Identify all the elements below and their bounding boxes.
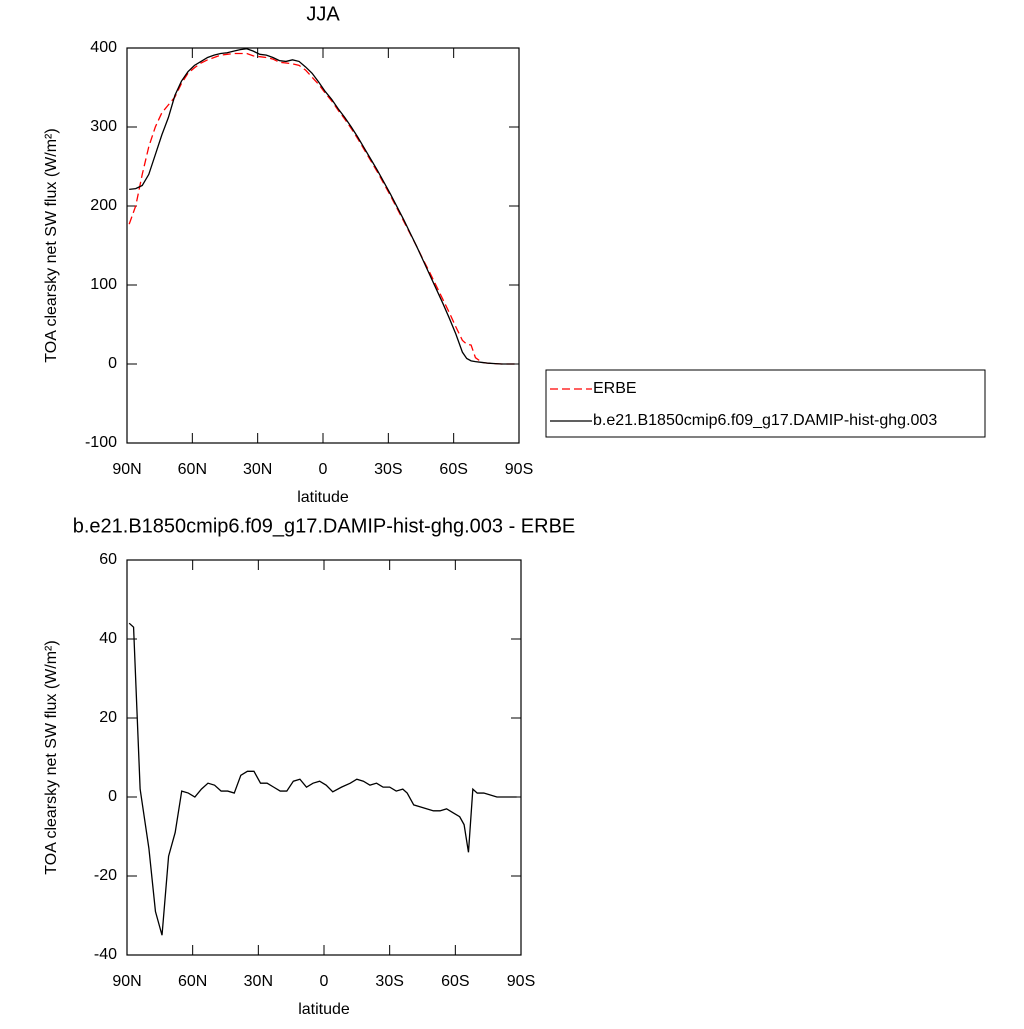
y-tick-label: 400 <box>90 39 117 56</box>
x-tick-label: 60N <box>178 973 207 990</box>
data-line <box>128 622 517 936</box>
legend-box <box>545 369 986 438</box>
y-tick-label: 0 <box>108 355 117 372</box>
y-axis-label: TOA clearsky net SW flux (W/m²) <box>43 640 60 874</box>
x-tick-label: 0 <box>320 973 329 990</box>
x-tick-label: 60S <box>441 973 469 990</box>
x-tick-label: 90N <box>112 973 141 990</box>
y-tick-label: -40 <box>94 946 117 963</box>
plot-frame <box>126 47 520 444</box>
y-tick-label: 100 <box>90 276 117 293</box>
x-tick-label: 60N <box>178 461 207 478</box>
x-tick-label: 30S <box>374 461 402 478</box>
x-tick-label: 90N <box>112 461 141 478</box>
x-tick-label: 90S <box>505 461 533 478</box>
y-tick-label: -20 <box>94 867 117 884</box>
y-tick-label: 300 <box>90 118 117 135</box>
chart-title: b.e21.B1850cmip6.f09_g17.DAMIP-hist-ghg.… <box>73 515 576 537</box>
y-axis-label: TOA clearsky net SW flux (W/m²) <box>43 128 60 362</box>
x-tick-label: 30N <box>244 973 273 990</box>
y-tick-label: 200 <box>90 197 117 214</box>
plot-frame <box>126 559 522 956</box>
data-line <box>129 48 515 365</box>
legend-label: ERBE <box>593 380 637 397</box>
x-tick-label: 90S <box>507 973 535 990</box>
x-tick-label: 0 <box>319 461 328 478</box>
y-tick-label: 0 <box>108 788 117 805</box>
x-axis-label: latitude <box>298 1001 350 1018</box>
y-tick-label: -100 <box>85 434 117 451</box>
legend-label: b.e21.B1850cmip6.f09_g17.DAMIP-hist-ghg.… <box>593 412 937 429</box>
x-axis-label: latitude <box>297 489 349 506</box>
data-line <box>128 52 515 365</box>
y-tick-label: 20 <box>99 709 117 726</box>
chart-title: JJA <box>306 3 340 25</box>
x-tick-label: 30S <box>375 973 403 990</box>
x-tick-label: 60S <box>439 461 467 478</box>
y-tick-label: 40 <box>99 630 117 647</box>
x-tick-label: 30N <box>243 461 272 478</box>
y-tick-label: 60 <box>99 551 117 568</box>
